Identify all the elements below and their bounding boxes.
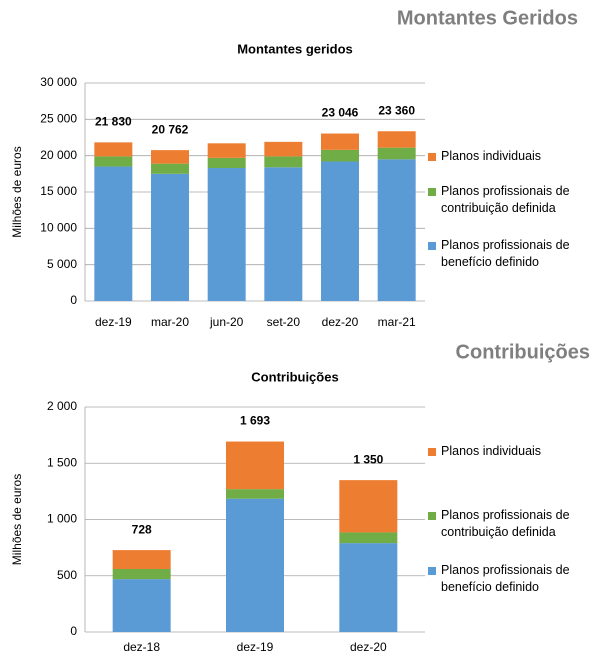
y-tick-label: 0 (70, 293, 77, 307)
bar-segment (377, 159, 416, 301)
y-tick-label: 0 (70, 624, 77, 638)
legend-label: Planos profissionais de benefício defini… (441, 238, 570, 269)
total-label: 23 360 (378, 103, 415, 117)
bar-segment (207, 168, 246, 301)
y-tick-label: 20 000 (40, 148, 77, 162)
bar-segment (321, 133, 359, 150)
y-tick-label: 1 000 (47, 512, 77, 526)
bar-segment (207, 143, 246, 158)
bar-segment (94, 166, 133, 301)
total-label: 728 (132, 522, 152, 536)
bar-segment (264, 156, 303, 168)
legend-swatch (428, 153, 436, 161)
y-axis-label: Milhões de euros (10, 146, 24, 237)
bar-segment (321, 149, 359, 162)
bar-segment (151, 150, 189, 164)
bar-segment (339, 480, 398, 533)
total-label: 1 350 (353, 452, 383, 466)
y-tick-label: 1 500 (47, 455, 77, 469)
bar-segment (112, 569, 171, 580)
bar-segment (112, 550, 171, 569)
legend-label: Planos individuais (441, 444, 542, 458)
bar-segment (151, 163, 189, 174)
x-tick-label: dez-18 (123, 640, 160, 654)
x-tick-label: dez-19 (95, 315, 132, 329)
bar-segment (151, 173, 189, 301)
bar-segment (207, 157, 246, 169)
y-tick-label: 30 000 (40, 75, 77, 89)
bar-segment (377, 131, 416, 148)
section-heading: Montantes Geridos (397, 7, 578, 29)
total-label: 23 046 (322, 106, 359, 120)
legend-swatch (428, 242, 436, 250)
total-label: 20 762 (152, 122, 189, 136)
y-tick-label: 15 000 (40, 184, 77, 198)
x-tick-label: dez-20 (322, 315, 359, 329)
bar-segment (112, 579, 171, 632)
legend-swatch (428, 448, 436, 456)
bar-segment (264, 141, 303, 157)
y-tick-label: 2 000 (47, 399, 77, 413)
x-tick-label: dez-20 (350, 640, 387, 654)
bar-segment (339, 543, 398, 632)
legend-swatch (428, 188, 436, 196)
legend-label: Planos profissionais de benefício defini… (441, 563, 570, 594)
bar-segment (226, 498, 284, 632)
bar-segment (94, 156, 133, 167)
legend-label: Planos profissionais de contribuição def… (441, 184, 570, 215)
y-axis-label: Milhões de euros (10, 474, 24, 565)
x-tick-label: mar-20 (151, 315, 189, 329)
legend-swatch (428, 512, 436, 520)
x-tick-label: jun-20 (209, 315, 244, 329)
total-label: 1 693 (240, 414, 270, 428)
x-tick-label: set-20 (267, 315, 301, 329)
bar-segment (226, 489, 284, 499)
bar-segment (226, 441, 284, 490)
chart-title: Montantes geridos (237, 41, 353, 56)
total-label: 21 830 (95, 115, 132, 129)
x-tick-label: dez-19 (237, 640, 274, 654)
legend-swatch (428, 567, 436, 575)
y-tick-label: 25 000 (40, 112, 77, 126)
section-heading: Contribuições (456, 341, 590, 363)
legend-label: Planos individuais (441, 149, 542, 163)
bar-segment (321, 161, 359, 301)
legend-label: Planos profissionais de contribuição def… (441, 508, 570, 539)
bar-segment (94, 142, 133, 157)
chart-title: Contribuições (251, 369, 338, 384)
y-tick-label: 500 (57, 568, 77, 582)
bar-segment (339, 532, 398, 544)
bar-segment (377, 147, 416, 160)
bar-segment (264, 167, 303, 301)
x-tick-label: mar-21 (378, 315, 416, 329)
y-tick-label: 5 000 (47, 257, 77, 271)
y-tick-label: 10 000 (40, 221, 77, 235)
